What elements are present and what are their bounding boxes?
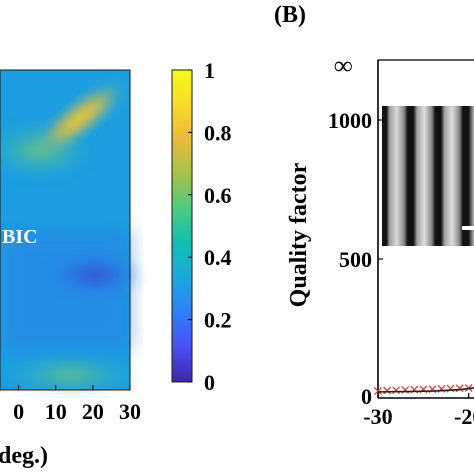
qf-data-point — [392, 386, 401, 395]
qf-data-point — [374, 387, 382, 396]
heatmap-green-lower — [0, 355, 140, 395]
qf-y-tick-label-zero: 0 — [361, 384, 372, 409]
qf-x-tick-label: -30 — [363, 404, 392, 429]
colorbar-tick-label: 0.2 — [204, 308, 232, 333]
qf-data-point — [383, 386, 392, 395]
colorbar: 0 0.2 0.4 0.6 0.8 1 — [171, 58, 232, 395]
heatmap-x-tick-label: 10 — [45, 399, 67, 424]
colorbar-tick-label: 0 — [204, 370, 215, 395]
inset-scale-bar — [462, 226, 474, 230]
heatmap-x-axis-label: deg.) — [0, 443, 48, 469]
heatmap-bright-ridge — [33, 80, 127, 156]
heatmap-dark-band — [45, 253, 145, 297]
qf-fit-line — [377, 387, 474, 393]
colorbar-ticks: 0 0.2 0.4 0.6 0.8 1 — [188, 58, 232, 395]
heatmap-x-tick-label: 30 — [119, 399, 141, 424]
heatmap-x-ticks: 0 10 20 30 — [13, 385, 141, 424]
y-infinity-label: ∞ — [334, 51, 353, 80]
colorbar-tick-label: 0.6 — [204, 183, 232, 208]
inset-grating-image — [382, 106, 474, 246]
panel-b-label: (B) — [274, 2, 306, 28]
plot-frame — [377, 59, 474, 399]
heatmap-x-tick-label: 0 — [13, 399, 24, 424]
colorbar-bar — [171, 69, 193, 383]
y-axis-label: Quality factor — [286, 162, 312, 307]
heatmap-annotation-bic: BIC — [2, 226, 38, 248]
heatmap-texture — [0, 69, 145, 395]
qf-y-tick-label: 500 — [339, 247, 372, 272]
quality-factor-panel: (B) ∞ Quality factor 500 1000 0 -30 -20 — [274, 2, 474, 429]
colorbar-tick-label: 0.8 — [204, 120, 232, 145]
colorbar-tick-label: 1 — [204, 58, 215, 83]
heatmap-panel: BIC 0 10 20 30 deg.) — [0, 69, 145, 469]
colorbar-tick-label: 0.4 — [204, 245, 232, 270]
qf-x-ticks: -30 -20 — [363, 393, 474, 429]
qf-series — [374, 384, 474, 396]
qf-x-tick-label: -20 — [454, 404, 474, 429]
qf-data-point — [455, 384, 464, 393]
qf-y-ticks: 500 1000 0 — [328, 108, 383, 409]
qf-y-tick-label: 1000 — [328, 108, 372, 133]
heatmap-x-tick-label: 20 — [82, 399, 104, 424]
